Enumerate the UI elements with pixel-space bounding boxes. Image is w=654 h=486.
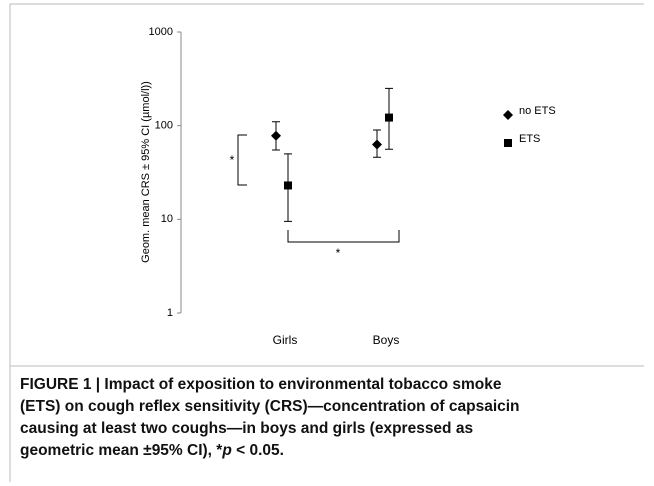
significance-label: * [336,246,341,260]
legend-marker [504,139,512,147]
caption: FIGURE 1 | Impact of exposition to envir… [20,374,520,462]
data-point [385,113,393,122]
significance-bracket [287,230,400,243]
caption-line: (ETS) on cough reflex sensitivity (CRS)—… [20,398,520,415]
x-tick-label: Boys [373,333,400,347]
caption-text: < 0.05. [231,442,284,459]
y-tick-label: 1 [167,307,173,319]
y-axis-label: Geom. mean CRS ± 95% CI (µmol/l)) [140,81,152,263]
significance-bracket [237,134,247,186]
significance-label: * [230,153,235,167]
caption-line: causing at least two coughs—in boys and … [20,420,474,437]
data-point [271,130,281,141]
caption-text: p [222,442,232,459]
data-point [372,139,382,150]
caption-text: geometric mean ±95% CI), * [20,442,223,459]
caption-line: geometric mean ±95% CI), *p < 0.05. [20,440,520,462]
data-point [284,181,292,190]
caption-line: FIGURE 1 | Impact of exposition to envir… [20,376,502,393]
legend-marker [503,110,513,120]
legend-label: no ETS [519,105,556,117]
y-tick-label: 1000 [149,26,173,38]
y-tick-label: 10 [161,213,173,225]
y-tick-label: 100 [155,120,173,132]
legend-label: ETS [519,133,540,145]
x-tick-label: Girls [273,333,298,347]
